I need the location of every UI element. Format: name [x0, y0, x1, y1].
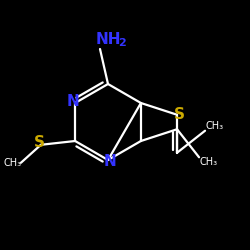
Text: CH₃: CH₃ — [206, 121, 224, 131]
Text: NH: NH — [95, 32, 121, 46]
Text: N: N — [67, 94, 80, 108]
Text: N: N — [104, 154, 117, 170]
Text: 2: 2 — [118, 38, 126, 48]
Text: S: S — [174, 107, 184, 122]
Text: S: S — [34, 135, 44, 150]
Text: CH₃: CH₃ — [4, 158, 22, 168]
Text: CH₃: CH₃ — [200, 157, 218, 167]
